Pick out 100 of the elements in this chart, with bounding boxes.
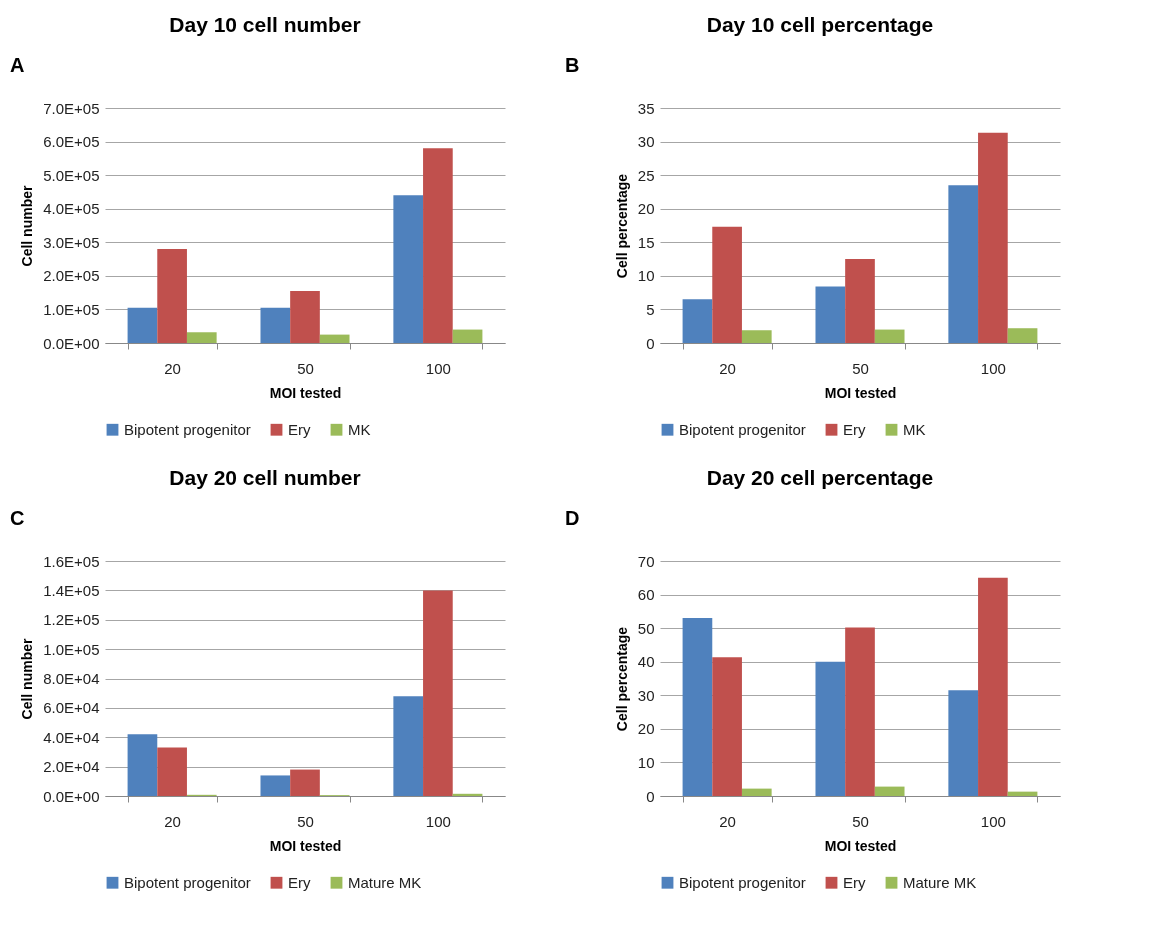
x-tick-label: 50 — [852, 812, 869, 830]
y-tick-label: 7.0E+05 — [43, 99, 100, 117]
y-axis-title: Cell percentage — [613, 626, 630, 732]
x-axis-title: MOI tested — [269, 384, 342, 401]
y-tick-label: 2.0E+05 — [43, 267, 100, 285]
text: B — [565, 54, 580, 76]
bar — [393, 696, 424, 796]
bar — [127, 734, 158, 796]
bar — [845, 627, 875, 796]
bar — [423, 148, 453, 343]
x-tick-label: 50 — [852, 359, 869, 377]
x-tick-label: 20 — [164, 359, 181, 377]
y-tick-label: 3.0E+05 — [43, 233, 100, 251]
bar — [874, 329, 905, 343]
y-tick-label: 0 — [646, 334, 655, 352]
y-tick-label: 25 — [637, 166, 655, 184]
y-tick-label: 6.0E+04 — [43, 699, 100, 717]
y-tick-label: 4.0E+04 — [43, 728, 100, 746]
bar — [186, 332, 217, 343]
bar — [948, 690, 979, 796]
y-tick-label: 20 — [637, 200, 655, 218]
y-tick-label: 10 — [637, 753, 655, 771]
bar — [874, 786, 905, 796]
x-tick-label: 100 — [980, 812, 1006, 830]
text: D — [565, 507, 580, 529]
bar — [978, 132, 1008, 343]
bar — [319, 334, 350, 343]
bar — [157, 249, 187, 343]
chart-title: Day 10 cell number — [169, 13, 361, 36]
bar — [127, 307, 158, 343]
y-tick-label: 1.4E+05 — [43, 581, 100, 599]
x-axis-title: MOI tested — [824, 837, 897, 854]
x-tick-label: 20 — [719, 812, 736, 830]
y-tick-label: 40 — [637, 653, 655, 671]
y-tick-label: 5.0E+05 — [43, 166, 100, 184]
y-tick-label: 10 — [637, 267, 655, 285]
bar — [1007, 328, 1038, 343]
y-tick-label: 70 — [637, 552, 655, 570]
chart-title: Day 20 cell percentage — [706, 466, 934, 489]
y-tick-label: 0 — [646, 787, 655, 805]
legend-label: Bipotent progenitor — [124, 873, 251, 891]
bar — [741, 330, 772, 343]
bar — [682, 299, 713, 343]
bar — [712, 226, 742, 343]
y-tick-label: 6.0E+05 — [43, 133, 100, 151]
text: C — [10, 507, 25, 529]
bar — [741, 788, 772, 796]
bar — [157, 747, 187, 796]
y-tick-label: 5 — [646, 300, 655, 318]
x-tick-label: 100 — [425, 812, 451, 830]
legend-label: MK — [903, 420, 926, 438]
y-axis-title: Cell number — [19, 185, 36, 267]
legend-label: Ery — [288, 873, 311, 891]
bar — [682, 618, 713, 796]
y-tick-label: 50 — [637, 619, 655, 637]
y-tick-label: 2.0E+04 — [43, 758, 100, 776]
y-tick-label: 0.0E+00 — [43, 334, 100, 352]
x-tick-label: 50 — [297, 812, 314, 830]
legend-label: Bipotent progenitor — [679, 873, 806, 891]
legend-label: Ery — [843, 873, 866, 891]
legend-label: Ery — [843, 420, 866, 438]
y-tick-label: 1.6E+05 — [43, 552, 100, 570]
y-axis-title: Cell number — [19, 638, 36, 720]
bar — [815, 286, 846, 343]
bar — [260, 775, 291, 796]
y-tick-label: 1.0E+05 — [43, 300, 100, 318]
x-tick-label: 20 — [719, 359, 736, 377]
chart-title: Day 10 cell percentage — [706, 13, 934, 36]
legend-label: Mature MK — [903, 873, 977, 891]
y-tick-label: 30 — [637, 686, 655, 704]
legend-label: Bipotent progenitor — [679, 420, 806, 438]
y-tick-label: 30 — [637, 133, 655, 151]
x-tick-label: 50 — [297, 359, 314, 377]
x-tick-label: 100 — [980, 359, 1006, 377]
text: A — [10, 54, 25, 76]
y-tick-label: 8.0E+04 — [43, 670, 100, 687]
bar — [290, 769, 320, 796]
x-tick-label: 100 — [425, 359, 451, 377]
bar — [845, 259, 875, 343]
bar — [948, 185, 979, 343]
bar — [290, 290, 320, 343]
x-axis-title: MOI tested — [269, 837, 342, 854]
y-axis-title: Cell percentage — [613, 173, 630, 279]
y-tick-label: 0.0E+00 — [43, 787, 100, 805]
y-tick-label: 1.0E+05 — [43, 640, 100, 658]
bar — [260, 307, 291, 343]
y-tick-label: 4.0E+05 — [43, 200, 100, 218]
y-tick-label: 35 — [637, 99, 655, 117]
bar — [712, 657, 742, 796]
y-tick-label: 15 — [637, 233, 655, 251]
legend-label: Mature MK — [348, 873, 422, 891]
legend-label: Ery — [288, 420, 311, 438]
legend-label: Bipotent progenitor — [124, 420, 251, 438]
chart-title: Day 20 cell number — [169, 466, 361, 489]
x-tick-label: 20 — [164, 812, 181, 830]
bar — [978, 577, 1008, 796]
bar — [815, 661, 846, 796]
bar — [393, 195, 424, 343]
legend-label: MK — [348, 420, 371, 438]
y-tick-label: 1.2E+05 — [43, 611, 100, 629]
